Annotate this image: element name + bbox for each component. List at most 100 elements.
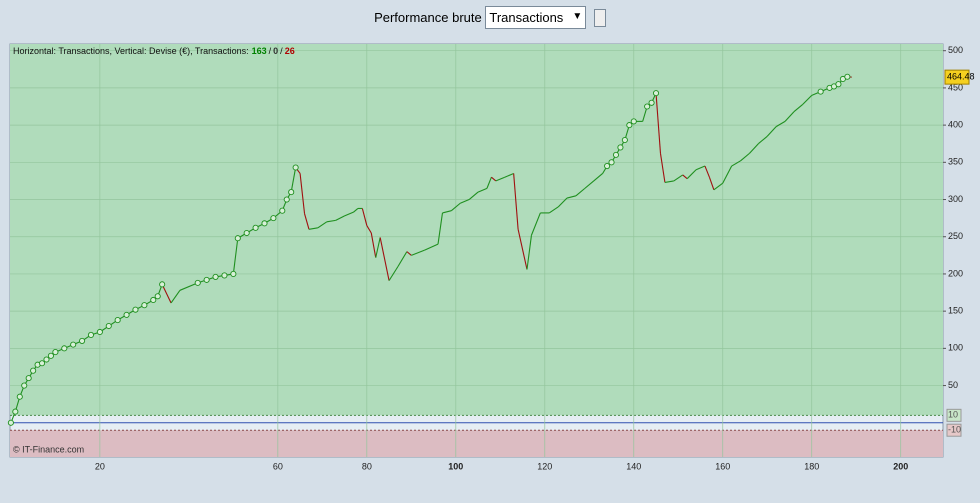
curve-segment (437, 212, 444, 245)
lower-band (10, 430, 943, 457)
new-high-marker (234, 235, 241, 242)
curve-segment (708, 177, 715, 191)
band-tag-label: 10 (948, 410, 958, 420)
curve-segment (731, 160, 741, 167)
new-high-marker (159, 281, 166, 288)
curve-segment (557, 197, 568, 208)
curve-segment (388, 266, 399, 281)
new-high-marker (114, 317, 121, 324)
new-high-marker (221, 272, 228, 279)
curve-segment (344, 211, 354, 217)
curve-segment (655, 93, 662, 154)
curve-segment (442, 210, 452, 214)
new-high-marker (243, 229, 250, 237)
new-high-marker (7, 419, 14, 426)
curve-segment (491, 176, 497, 182)
curve-segment (317, 221, 328, 229)
new-high-marker (79, 337, 86, 344)
curve-segment (530, 212, 541, 236)
new-high-marker (87, 331, 95, 339)
band-tag (946, 423, 962, 437)
x-tick-label: 100 (448, 461, 463, 471)
x-tick-label: 80 (362, 461, 372, 471)
count-separator: / (280, 46, 283, 56)
upper-band (10, 44, 943, 416)
new-high-marker (835, 81, 842, 88)
new-high-marker (47, 352, 54, 359)
y-tick-label: 200 (948, 268, 963, 278)
toolbar-label: Performance brute (374, 10, 482, 25)
last-value-label: 464.48 (947, 72, 975, 82)
new-high-marker (43, 356, 50, 363)
y-tick-label: 350 (948, 157, 963, 167)
settings-button[interactable] (593, 8, 606, 27)
y-tick-label: 150 (948, 306, 963, 316)
transaction-count: 163 (252, 46, 267, 56)
curve-segment (411, 249, 425, 256)
curve-segment (366, 225, 372, 234)
new-high-marker (608, 159, 615, 166)
curve-segment (379, 237, 390, 281)
curve-segment (326, 219, 336, 223)
new-high-marker (150, 296, 157, 304)
new-high-marker (16, 393, 23, 400)
new-high-marker (203, 276, 210, 283)
curve-segment (740, 152, 750, 162)
new-high-marker (132, 306, 139, 313)
info-text: Horizontal: Transactions, Vertical: Devi… (13, 46, 295, 56)
curve-segment (232, 238, 239, 275)
new-high-marker (52, 349, 59, 356)
count-separator: / (269, 46, 272, 56)
curve-segment (477, 187, 488, 193)
new-high-marker (630, 118, 637, 125)
curve-segment (802, 94, 813, 105)
curve-segment (682, 174, 688, 180)
new-high-marker (817, 88, 824, 95)
curve-segment (304, 213, 310, 230)
new-high-marker (648, 99, 655, 106)
x-tick-label: 20 (95, 461, 105, 471)
y-tick-label: 100 (948, 343, 963, 353)
curve-segment (593, 173, 603, 182)
x-tick-label: 180 (804, 461, 819, 471)
new-high-marker (212, 273, 219, 280)
y-tick-label: 50 (948, 380, 958, 390)
curve-segment (584, 180, 595, 189)
x-tick-label: 60 (273, 461, 283, 471)
new-high-marker (230, 270, 237, 277)
new-high-marker (844, 73, 851, 80)
new-high-marker (292, 164, 299, 171)
new-high-marker (141, 302, 148, 309)
y-tick-label: 400 (948, 119, 963, 129)
new-high-marker (270, 215, 277, 222)
transaction-count: 26 (285, 46, 295, 56)
curve-segment (686, 169, 697, 180)
new-high-marker (123, 311, 130, 318)
new-high-marker (61, 345, 68, 352)
curve-segment (504, 172, 514, 178)
y-tick-label: 300 (948, 194, 963, 204)
curve-segment (308, 227, 318, 230)
new-high-marker (617, 144, 624, 151)
mode-select[interactable]: Transactions (485, 6, 587, 29)
curve-segment (335, 215, 345, 221)
new-high-marker (261, 220, 268, 227)
curve-segment (775, 120, 786, 128)
new-high-marker (288, 189, 295, 196)
toolbar: Performance brute Transactions (0, 6, 980, 29)
info-prefix: Horizontal: Transactions, Vertical: Devi… (13, 46, 249, 56)
curve-segment (713, 182, 724, 191)
new-high-marker (644, 103, 651, 110)
curve-segment (758, 135, 768, 145)
curve-segment (406, 251, 412, 256)
curve-segment (170, 289, 181, 304)
curve-segment (397, 251, 408, 267)
curve-segment (749, 143, 759, 154)
new-high-marker (279, 207, 286, 214)
curve-segment (495, 176, 505, 182)
curve-segment (161, 284, 172, 304)
new-high-marker (621, 136, 628, 144)
new-high-marker (154, 293, 161, 300)
curve-segment (513, 173, 519, 230)
y-tick-label: 450 (948, 82, 963, 92)
